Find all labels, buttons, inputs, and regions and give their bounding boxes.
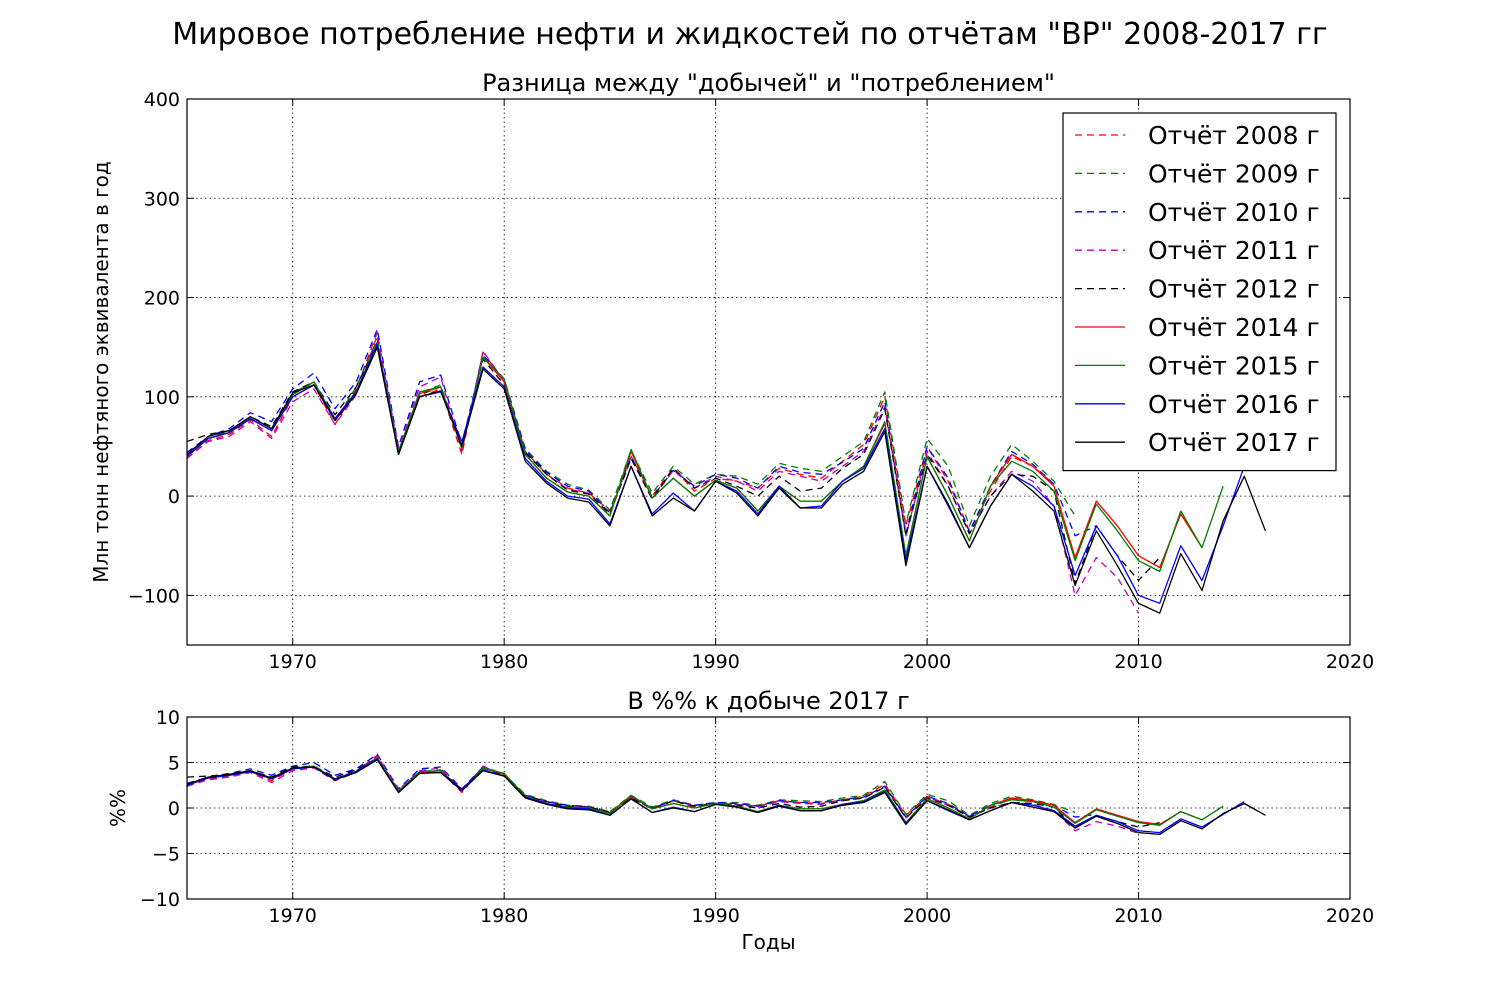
legend-label: Отчёт 2014 г [1148, 313, 1320, 342]
x-axis-label: Годы [741, 930, 795, 954]
series-line-0 [187, 754, 1055, 817]
series-line-3 [187, 755, 1139, 835]
y-axis-label: %% [106, 789, 130, 827]
legend-label: Отчёт 2012 г [1148, 275, 1320, 304]
x-tick-label: 1980 [480, 651, 528, 673]
y-tick-label: 10 [156, 707, 180, 729]
legend-box [1062, 112, 1337, 472]
x-tick-label: 2000 [903, 905, 951, 927]
series-line-8 [187, 759, 1266, 836]
x-tick-label: 2010 [1114, 651, 1162, 673]
y-tick-label: 300 [144, 188, 180, 210]
figure-title: Мировое потребление нефти и жидкостей по… [172, 17, 1327, 52]
x-tick-label: 1990 [691, 651, 739, 673]
y-tick-label: 100 [144, 387, 180, 409]
y-axis-label: Млн тонн нефтяного эквивалента в год [89, 161, 113, 582]
y-tick-label: 0 [168, 486, 180, 508]
x-tick-label: 2020 [1326, 905, 1374, 927]
series-line-5 [187, 341, 1203, 569]
series-line-0 [187, 331, 1055, 532]
y-tick-label: −100 [128, 585, 180, 607]
x-tick-label: 2020 [1326, 651, 1374, 673]
series-line-4 [187, 757, 1160, 829]
legend-label: Отчёт 2008 г [1148, 121, 1320, 150]
x-tick-label: 2000 [903, 651, 951, 673]
x-tick-label: 2010 [1114, 905, 1162, 927]
x-tick-label: 1970 [269, 651, 317, 673]
legend-label: Отчёт 2017 г [1148, 428, 1320, 457]
x-tick-label: 1990 [691, 905, 739, 927]
chart-title: Разница между "добычей" и "потреблением" [482, 69, 1055, 97]
series-line-6 [187, 757, 1224, 826]
y-tick-label: 5 [168, 753, 180, 775]
series-line-5 [187, 757, 1203, 826]
x-tick-label: 1970 [269, 905, 317, 927]
series-line-2 [187, 328, 1097, 537]
y-tick-label: −10 [140, 889, 180, 911]
legend: Отчёт 2008 г Отчёт 2009 г Отчёт 2010 г Отчё… [1062, 112, 1337, 472]
legend-label: Отчёт 2015 г [1148, 351, 1320, 380]
series-line-1 [187, 338, 1076, 527]
series-line-8 [187, 346, 1267, 614]
y-tick-label: 400 [144, 89, 180, 111]
x-tick-label: 1980 [480, 905, 528, 927]
series-line-4 [187, 341, 1161, 585]
series-line-3 [187, 334, 1140, 614]
chart-top-difference: 1970 1980 1990 2000 2010 2020 −100 0 100 200 300 40… [89, 69, 1374, 673]
chart-bottom-percent: 1970 1980 1990 2000 2010 2020 −10 −5 0 5 10 В %% к … [106, 687, 1374, 954]
legend-label: Отчёт 2010 г [1148, 198, 1320, 227]
legend-label: Отчёт 2009 г [1148, 159, 1320, 188]
y-tick-label: 0 [168, 798, 180, 820]
plot-frame [186, 98, 1351, 646]
y-tick-label: 200 [144, 288, 180, 310]
legend-label: Отчёт 2016 г [1148, 390, 1320, 419]
chart-title: В %% к добыче 2017 г [627, 687, 909, 715]
legend-label: Отчёт 2011 г [1148, 236, 1320, 265]
y-tick-label: −5 [152, 844, 180, 866]
